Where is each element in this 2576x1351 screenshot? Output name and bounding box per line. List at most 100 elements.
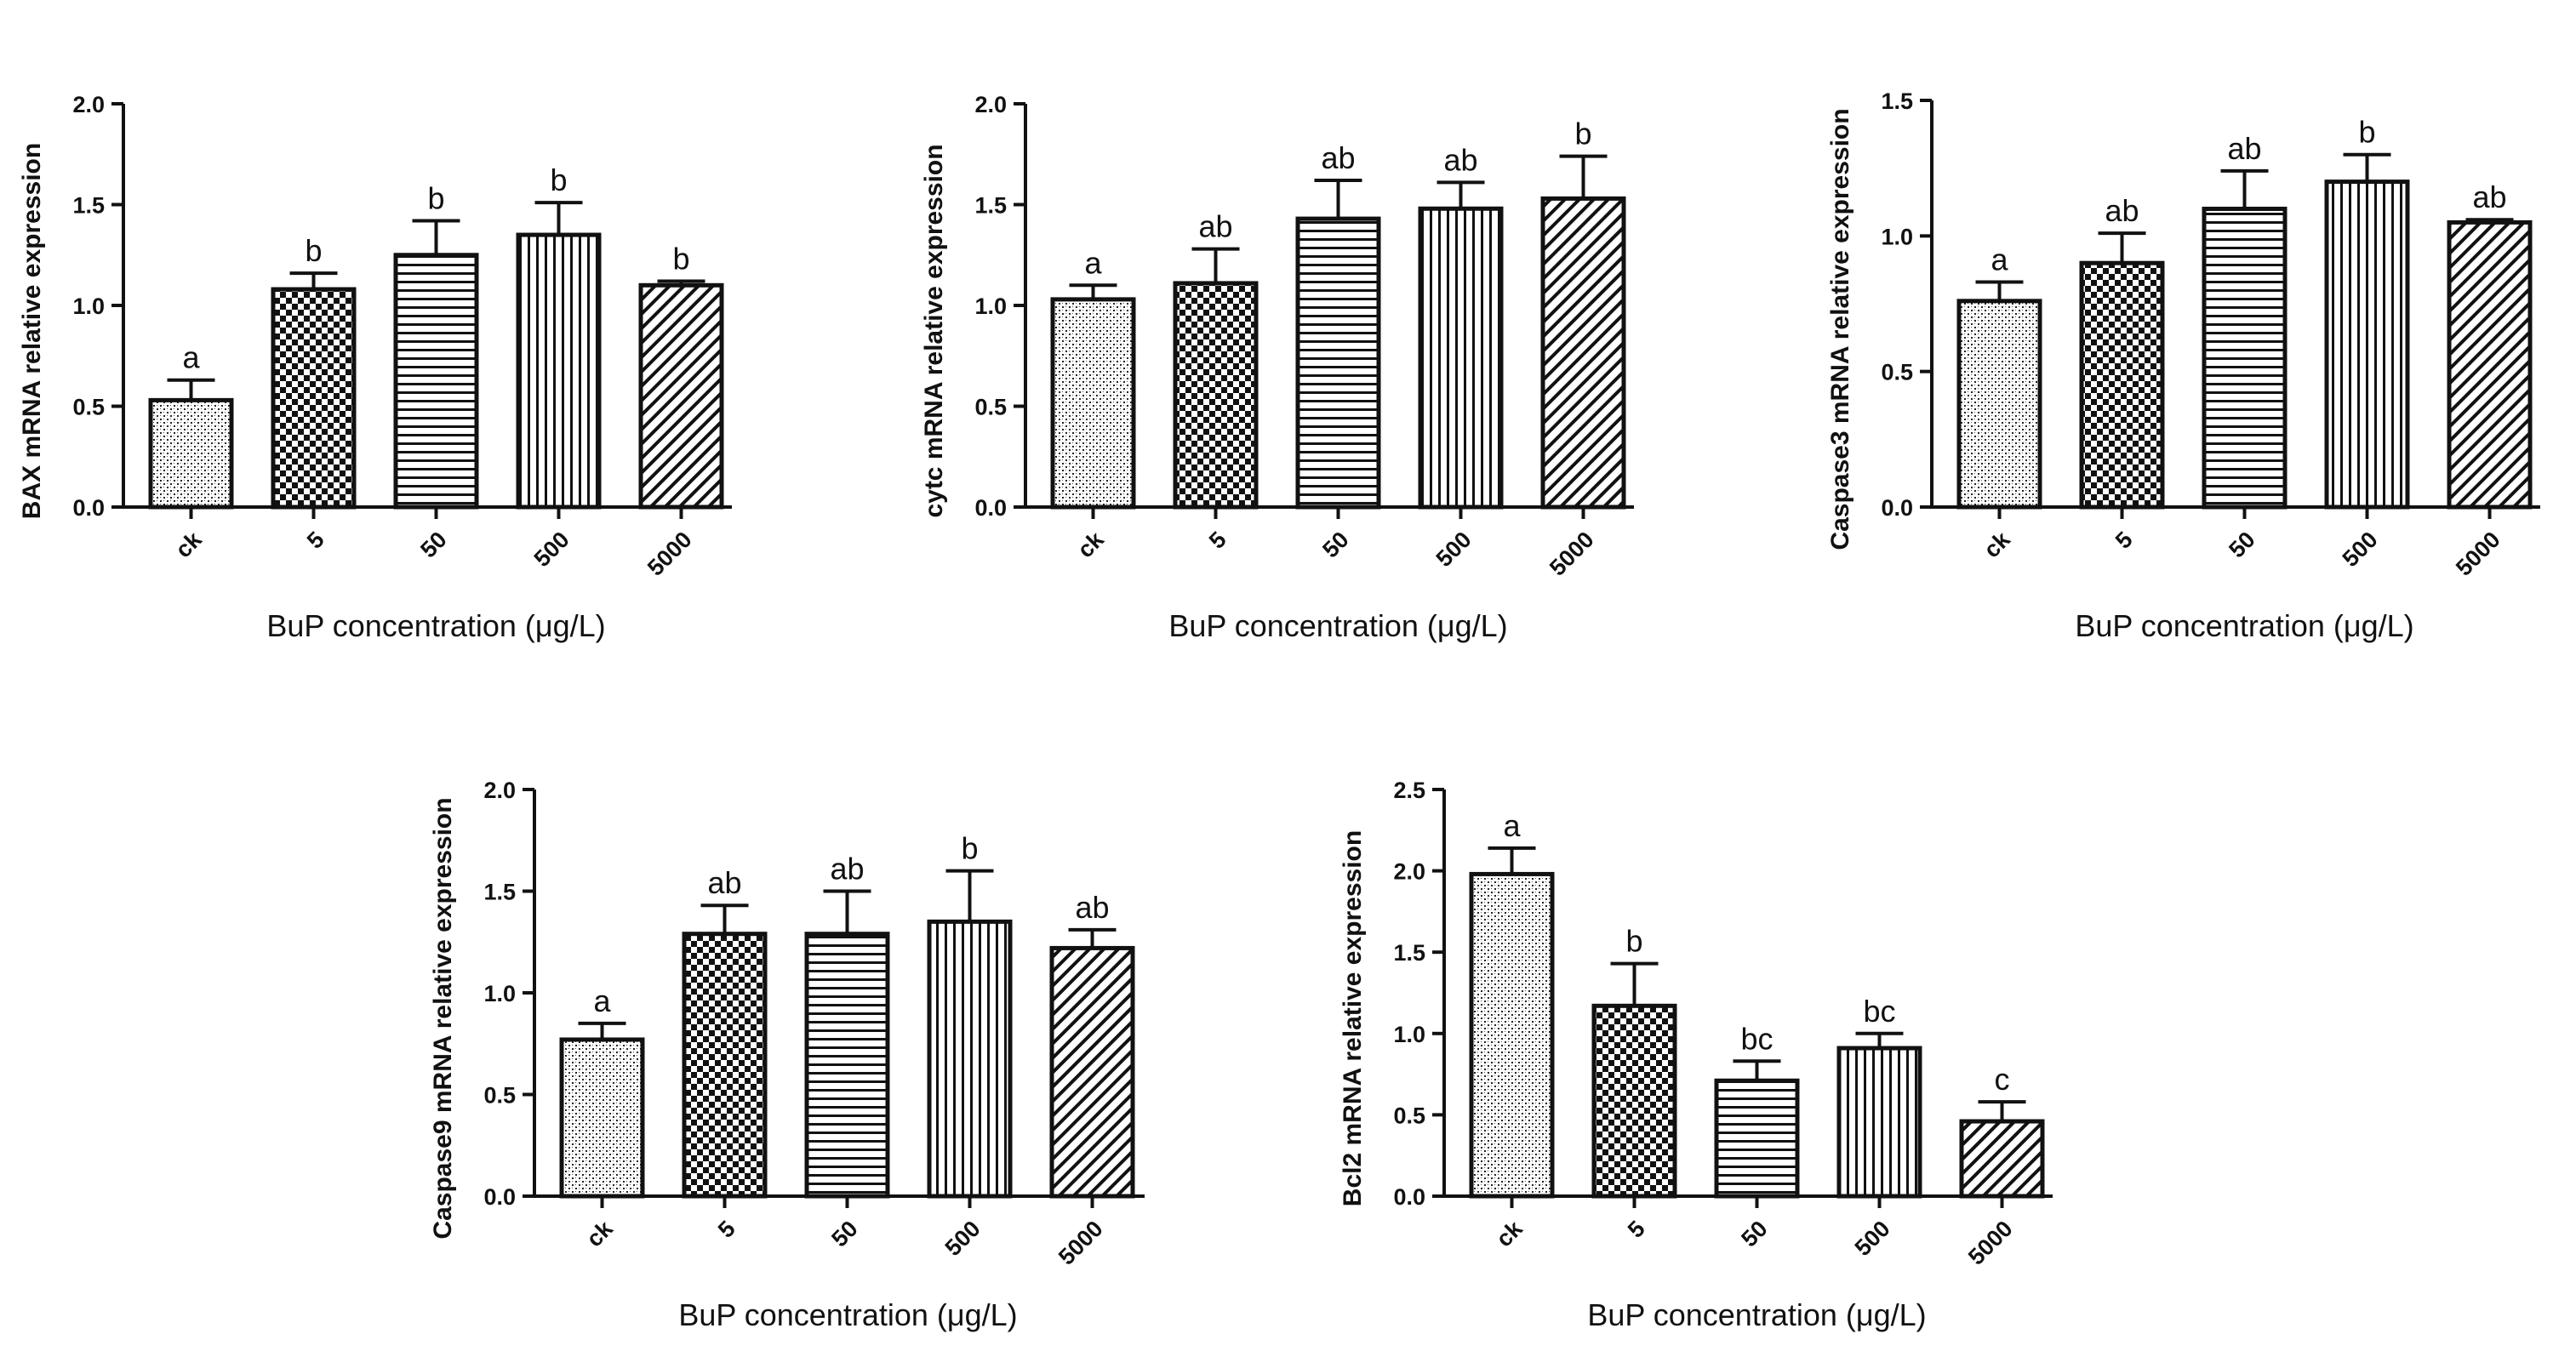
bar-50: [1295, 216, 1381, 510]
significance-label: ab: [1198, 209, 1232, 244]
x-tick-label: 500: [2338, 527, 2383, 572]
x-tick-label: 5: [1623, 1216, 1650, 1243]
bar-ck: [1050, 297, 1136, 510]
y-tick-label: 1.5: [974, 193, 1007, 219]
x-tick-label: 50: [2224, 527, 2259, 562]
bar-500: [2324, 180, 2410, 510]
bar-50: [1714, 1078, 1800, 1199]
x-axis-title: BuP concentration (μg/L): [1168, 608, 1507, 643]
x-tick-label: 5: [2110, 527, 2138, 554]
bar-5000: [638, 282, 724, 510]
significance-label: bc: [1863, 994, 1895, 1029]
y-axis-title: Bcl2 mRNA relative expression: [1339, 830, 1367, 1206]
x-axis-title: BuP concentration (μg/L): [2075, 608, 2413, 643]
significance-label: b: [550, 162, 567, 197]
x-axis-title: BuP concentration (μg/L): [678, 1297, 1017, 1332]
bar-5: [271, 287, 357, 510]
bar-5: [1173, 281, 1259, 510]
x-tick-label: 5000: [1545, 527, 1599, 581]
y-tick-label: 1.5: [483, 880, 516, 905]
x-tick-label: 5: [1204, 527, 1231, 554]
y-tick-label: 2.0: [72, 92, 105, 117]
x-tick-label: 5: [713, 1216, 740, 1243]
y-tick-label: 2.0: [1393, 859, 1425, 885]
y-tick-label: 2.5: [1393, 778, 1425, 803]
significance-label: ab: [830, 852, 864, 886]
bar-5000: [2447, 219, 2533, 510]
significance-label: b: [305, 233, 322, 268]
x-tick-label: 500: [1850, 1216, 1895, 1261]
significance-label: a: [1503, 808, 1521, 843]
chart-bax: 0.0 0.5 1.0 1.5 2.0 a ck b 5 b 50 b 500 b 5000 BuP conc…: [18, 92, 732, 643]
significance-label: ab: [1321, 140, 1355, 175]
x-tick-label: 500: [1431, 527, 1476, 572]
y-tick-label: 0.5: [72, 395, 105, 420]
y-axis-title: BAX mRNA relative expression: [18, 143, 46, 519]
bar-50: [393, 253, 479, 510]
y-tick-label: 0.0: [1881, 495, 1913, 521]
significance-label: ab: [1443, 142, 1477, 177]
bar-ck: [148, 397, 234, 510]
significance-label: a: [1991, 242, 2008, 277]
bar-500: [516, 232, 602, 510]
significance-label: bc: [1740, 1021, 1773, 1056]
y-tick-label: 1.5: [1881, 88, 1913, 114]
y-tick-label: 0.5: [974, 395, 1007, 420]
x-tick-label: 5000: [1054, 1216, 1108, 1270]
chart-cytc: 0.0 0.5 1.0 1.5 2.0 a ck ab 5 ab 50 ab 500 b 5000 BuP c…: [920, 92, 1634, 643]
y-axis-title: cytc mRNA relative expression: [920, 144, 948, 517]
significance-label: ab: [707, 865, 741, 900]
significance-label: a: [1084, 245, 1102, 280]
y-tick-label: 2.0: [483, 778, 516, 803]
bar-5000: [1540, 196, 1626, 510]
y-tick-label: 0.5: [1881, 360, 1913, 385]
significance-label: b: [1574, 117, 1591, 151]
y-tick-label: 1.0: [72, 294, 105, 319]
x-tick-label: ck: [170, 526, 207, 562]
x-tick-label: 5000: [2451, 527, 2505, 581]
x-tick-label: 50: [1317, 527, 1353, 562]
significance-label: b: [961, 831, 978, 866]
y-tick-label: 1.5: [72, 193, 105, 219]
y-tick-label: 0.0: [72, 495, 105, 521]
bar-5000: [1049, 945, 1135, 1199]
x-tick-label: ck: [581, 1215, 618, 1251]
x-tick-label: 50: [826, 1216, 862, 1251]
bar-500: [1836, 1046, 1922, 1199]
significance-label: b: [2358, 115, 2375, 150]
x-tick-label: 50: [415, 527, 451, 562]
x-tick-label: 5000: [1963, 1216, 2018, 1270]
x-tick-label: 5: [302, 527, 329, 554]
bar-5000: [1959, 1119, 2045, 1199]
x-tick-label: ck: [1072, 526, 1109, 562]
bar-5: [2079, 260, 2165, 510]
y-tick-label: 1.0: [1881, 224, 1913, 249]
y-tick-label: 0.0: [974, 495, 1007, 521]
y-tick-label: 0.0: [483, 1184, 516, 1210]
significance-label: b: [427, 180, 444, 215]
significance-label: a: [182, 340, 200, 375]
bar-500: [927, 919, 1013, 1199]
x-tick-label: 50: [1736, 1216, 1772, 1251]
x-tick-label: 500: [940, 1216, 985, 1261]
y-tick-label: 2.0: [974, 92, 1007, 117]
x-axis-title: BuP concentration (μg/L): [266, 608, 605, 643]
x-tick-label: ck: [1491, 1215, 1528, 1251]
x-tick-label: ck: [1979, 526, 2015, 562]
x-tick-label: 5000: [643, 527, 697, 581]
y-tick-label: 1.5: [1393, 940, 1425, 966]
x-tick-label: 500: [529, 527, 574, 572]
y-tick-label: 1.0: [974, 294, 1007, 319]
chart-caspase3: 0.0 0.5 1.0 1.5 a ck ab 5 ab 50 b 500 ab 5000 BuP conc…: [1826, 88, 2540, 643]
significance-label: a: [593, 983, 611, 1018]
significance-label: ab: [2105, 193, 2139, 228]
bar-50: [804, 932, 890, 1199]
significance-label: ab: [2472, 180, 2506, 214]
bar-5: [1591, 1003, 1677, 1199]
bar-50: [2202, 206, 2288, 510]
y-tick-label: 0.5: [483, 1083, 516, 1109]
y-tick-label: 1.0: [483, 981, 516, 1006]
y-tick-label: 0.0: [1393, 1184, 1425, 1210]
y-tick-label: 0.5: [1393, 1103, 1425, 1128]
y-tick-label: 1.0: [1393, 1022, 1425, 1047]
